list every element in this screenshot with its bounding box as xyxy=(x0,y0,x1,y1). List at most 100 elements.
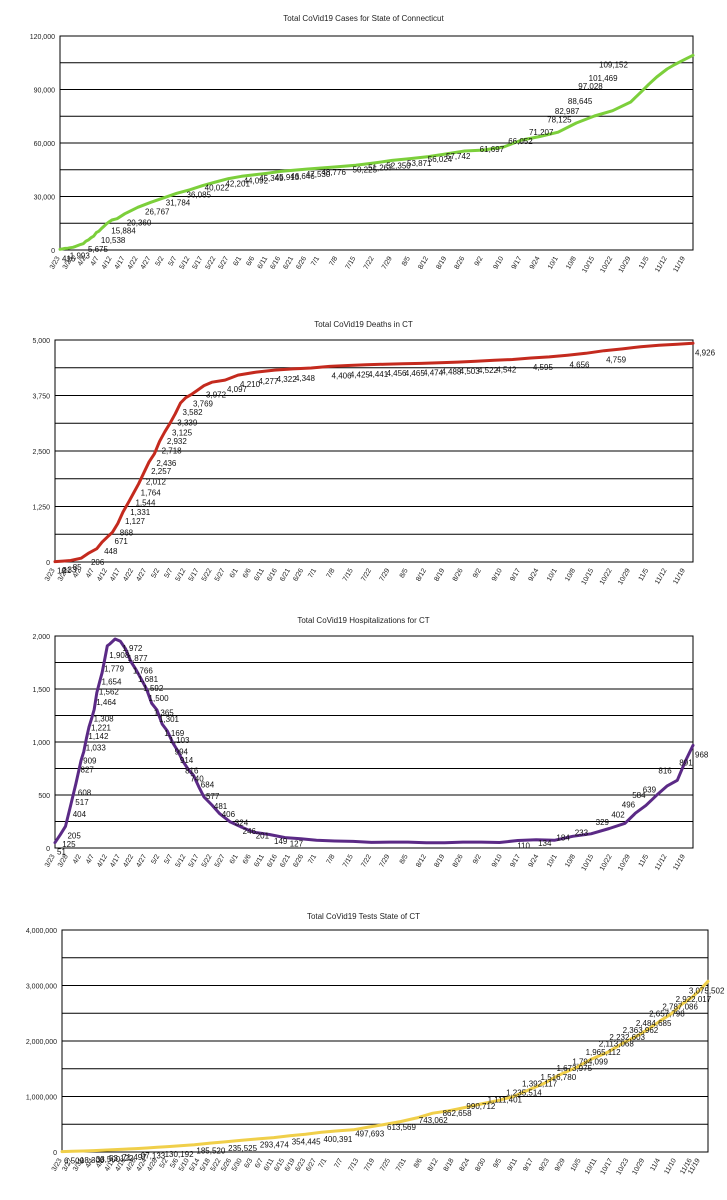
data-label: 1,993 xyxy=(70,251,91,260)
data-label: 4,656 xyxy=(569,360,590,369)
data-label: 6,500 xyxy=(64,1157,85,1166)
x-tick-label: 9/29 xyxy=(554,1157,567,1172)
data-label: 233 xyxy=(575,828,589,837)
x-tick-label: 6/16 xyxy=(266,853,279,868)
x-tick-label: 7/1 xyxy=(310,255,321,267)
x-tick-label: 10/8 xyxy=(565,255,578,270)
x-tick-label: 4/22 xyxy=(127,255,140,270)
x-tick-label: 10/17 xyxy=(600,1157,615,1176)
chart-tests: 01,000,0002,000,0003,000,0004,000,0003/2… xyxy=(26,928,725,1176)
data-label: 46,646 xyxy=(290,172,315,181)
y-tick-label: 4,000,000 xyxy=(26,928,57,935)
x-tick-label: 7/1 xyxy=(318,1157,329,1169)
data-label: 71,497 xyxy=(122,1153,147,1162)
x-tick-label: 6/11 xyxy=(253,567,266,582)
x-tick-label: 10/1 xyxy=(546,567,559,582)
data-label: 1,221 xyxy=(91,724,112,733)
data-label: 134 xyxy=(538,839,552,848)
x-tick-label: 5/22 xyxy=(201,853,214,868)
data-label: 82,987 xyxy=(555,107,580,116)
x-tick-label: 10/23 xyxy=(615,1157,630,1176)
data-label: 1,142 xyxy=(88,732,109,741)
data-label: 329 xyxy=(596,818,610,827)
data-label: 2,657,798 xyxy=(649,1009,685,1018)
data-label: 44,092 xyxy=(244,176,269,185)
x-tick-label: 10/8 xyxy=(564,567,577,582)
data-label: 185,520 xyxy=(196,1147,225,1156)
x-tick-label: 10/29 xyxy=(631,1157,646,1176)
data-label: 639 xyxy=(643,785,657,794)
y-tick-label: 1,250 xyxy=(32,505,50,512)
x-tick-label: 4/2 xyxy=(72,567,83,579)
x-tick-label: 4/27 xyxy=(140,255,153,270)
data-label: 1,562 xyxy=(99,687,120,696)
x-tick-label: 5/27 xyxy=(217,255,230,270)
x-tick-label: 5/12 xyxy=(179,255,192,270)
x-tick-label: 4/22 xyxy=(122,853,135,868)
data-label: 52,350 xyxy=(386,162,411,171)
data-label: 3,769 xyxy=(193,400,214,409)
y-tick-label: 0 xyxy=(51,248,55,255)
x-tick-label: 11/5 xyxy=(638,255,651,270)
data-label: 33 xyxy=(67,566,76,575)
data-label: 31,784 xyxy=(166,198,191,207)
data-label: 4,441 xyxy=(368,370,389,379)
x-tick-label: 9/2 xyxy=(474,255,485,267)
x-tick-label: 5/17 xyxy=(188,853,201,868)
data-label: 2,932 xyxy=(167,437,188,446)
data-label: 324 xyxy=(235,819,249,828)
data-label: 235,525 xyxy=(228,1144,257,1153)
x-tick-label: 7/22 xyxy=(360,853,373,868)
data-label: 97,028 xyxy=(578,82,603,91)
data-label: 10 xyxy=(57,567,66,576)
data-label: 2,436 xyxy=(156,459,177,468)
data-label: 584 xyxy=(632,791,646,800)
series-line xyxy=(53,341,695,564)
x-tick-label: 6/7 xyxy=(254,1157,265,1169)
data-label: 45,913 xyxy=(275,173,300,182)
x-tick-label: 4/2 xyxy=(77,255,88,267)
data-label: 1,103 xyxy=(169,736,190,745)
data-label: 21 xyxy=(62,566,71,575)
chart-title-tests: Total CoVid19 Tests State of CT xyxy=(306,912,421,921)
x-tick-label: 8/5 xyxy=(401,255,412,267)
y-tick-label: 3,000,000 xyxy=(26,984,57,991)
x-tick-label: 10/22 xyxy=(599,853,614,872)
data-label: 18,300 xyxy=(80,1156,105,1165)
data-label: 4,542 xyxy=(496,365,517,374)
x-tick-label: 6/26 xyxy=(292,853,305,868)
x-tick-label: 10/8 xyxy=(564,853,577,868)
x-tick-label: 7/15 xyxy=(342,853,355,868)
x-tick-label: 9/10 xyxy=(491,567,504,582)
series-line xyxy=(53,637,695,845)
x-tick-label: 8/5 xyxy=(399,567,410,579)
data-label: 130,192 xyxy=(165,1150,194,1159)
data-label: 48,776 xyxy=(321,168,346,177)
x-tick-label: 3/23 xyxy=(44,567,57,582)
data-label: 1,592 xyxy=(143,684,164,693)
x-tick-label: 8/26 xyxy=(452,853,465,868)
data-label: 740 xyxy=(190,775,204,784)
data-label: 101,469 xyxy=(589,74,618,83)
data-label: 4,926 xyxy=(695,348,716,357)
data-label: 862,658 xyxy=(443,1109,472,1118)
x-tick-label: 6/21 xyxy=(279,853,292,868)
x-tick-label: 6/1 xyxy=(232,255,243,267)
data-label: 1,331 xyxy=(130,508,151,517)
data-label: 914 xyxy=(180,756,194,765)
x-tick-label: 6/6 xyxy=(245,255,256,267)
data-label: 110 xyxy=(517,841,530,850)
y-tick-label: 2,000,000 xyxy=(26,1039,57,1046)
data-label: 909 xyxy=(83,757,97,766)
data-label: 293,474 xyxy=(260,1141,289,1150)
x-tick-label: 4/12 xyxy=(96,853,109,868)
x-tick-label: 5/17 xyxy=(188,567,201,582)
data-label: 4,210 xyxy=(240,380,261,389)
x-tick-label: 5/27 xyxy=(214,567,227,582)
chart-title-hospitalizations: Total CoVid19 Hospitalizations for CT xyxy=(297,616,430,625)
x-tick-label: 10/15 xyxy=(581,567,596,586)
data-label: 10,538 xyxy=(101,236,126,245)
data-label: 1,169 xyxy=(164,729,185,738)
